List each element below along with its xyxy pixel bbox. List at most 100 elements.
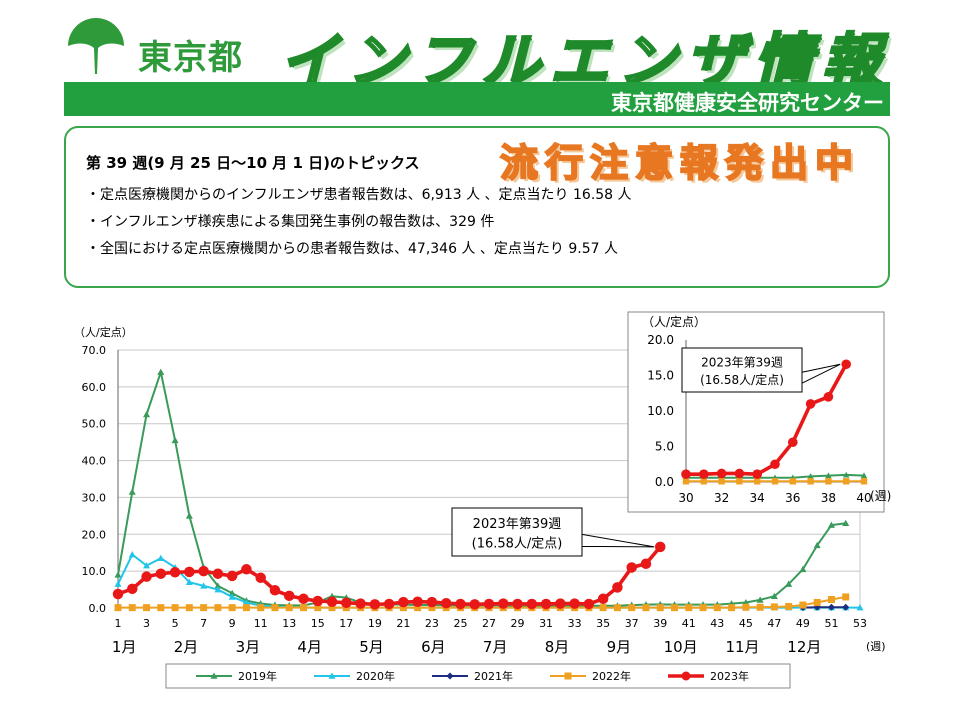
data-point-y2022: [843, 478, 850, 485]
data-point-y2022: [785, 603, 793, 611]
data-point-y2022: [271, 604, 279, 612]
data-point-y2023: [326, 596, 338, 607]
data-point-y2023: [184, 566, 195, 578]
data-point-y2022: [143, 604, 151, 612]
data-point-y2022: [770, 603, 778, 611]
data-point-y2023: [597, 593, 609, 605]
x-tick-label: 23: [425, 617, 439, 630]
data-point-y2023: [198, 565, 209, 577]
x-tick-label: 36: [785, 491, 800, 505]
data-point-y2023: [823, 392, 834, 402]
month-label: 4月: [297, 638, 322, 656]
month-label: 10月: [664, 638, 698, 656]
data-point-y2023: [841, 359, 851, 370]
data-point-y2020: [114, 580, 122, 587]
data-point-y2019: [843, 471, 850, 478]
y-tick-label: 40.0: [82, 455, 107, 468]
data-point-y2023: [540, 598, 552, 610]
data-point-y2019: [807, 473, 814, 479]
x-tick-label: 3: [143, 617, 150, 630]
data-point-y2022: [799, 601, 807, 609]
y-tick-label: 15.0: [647, 369, 674, 383]
data-point-y2022: [685, 604, 693, 612]
x-tick-label: 21: [396, 617, 410, 630]
data-point-y2022: [807, 478, 814, 485]
data-point-y2022: [428, 604, 436, 612]
month-label: 6月: [421, 638, 446, 656]
data-point-y2023: [734, 468, 745, 479]
week-title: 第 39 週(9 月 25 日～10 月 1 日)のトピックス: [86, 154, 420, 172]
data-point-y2023: [626, 562, 637, 573]
data-point-y2022: [736, 478, 743, 485]
data-point-y2022: [414, 604, 422, 612]
month-label: 11月: [725, 638, 759, 656]
data-point-y2022: [825, 478, 832, 485]
data-point-y2019: [827, 521, 835, 528]
x-tick-label: 37: [625, 617, 639, 630]
x-tick-label: 15: [311, 617, 325, 630]
month-label: 7月: [483, 638, 508, 656]
data-point-y2023: [681, 469, 691, 479]
legend-marker: [446, 672, 454, 680]
x-tick-label: 47: [767, 617, 781, 630]
topic-item: ・定点医療機関からのインフルエンザ患者報告数は、6,913 人 、定点当たり 1…: [86, 187, 632, 203]
data-point-y2022: [613, 604, 621, 612]
data-point-y2019: [114, 571, 122, 578]
data-point-y2022: [128, 604, 136, 612]
data-point-y2020: [128, 551, 136, 558]
data-point-y2023: [583, 598, 595, 610]
callout-box: [681, 347, 841, 393]
data-point-y2023: [654, 541, 666, 553]
month-label: 2月: [174, 638, 199, 656]
data-point-y2022: [827, 596, 835, 604]
data-point-y2019: [128, 488, 136, 495]
series-line-y2023: [686, 363, 848, 476]
data-point-y2019: [813, 541, 821, 549]
y-axis-label: （人/定点）: [642, 314, 706, 329]
legend-marker: [564, 672, 572, 680]
callout-box: [451, 507, 655, 557]
data-point-y2023: [426, 596, 438, 608]
data-point-y2023: [127, 583, 138, 595]
x-tick-label: 29: [511, 617, 525, 630]
data-point-y2020: [200, 582, 208, 589]
topics-box: [64, 126, 890, 288]
x-tick-label: 5: [172, 617, 179, 630]
data-point-y2022: [813, 598, 821, 606]
center-name: 東京都健康安全研究センター: [611, 91, 884, 115]
x-tick-label: 13: [282, 617, 296, 630]
data-point-y2023: [226, 570, 238, 582]
data-point-y2022: [328, 604, 336, 612]
data-point-y2022: [682, 478, 690, 485]
data-point-y2022: [599, 604, 607, 612]
y-axis-label: （人/定点）: [74, 325, 133, 339]
data-point-y2023: [526, 598, 538, 610]
x-tick-label: 7: [200, 617, 207, 630]
data-point-y2023: [355, 598, 366, 609]
data-point-y2019: [157, 368, 165, 375]
data-point-y2019: [785, 580, 793, 587]
data-point-y2023: [412, 596, 423, 607]
data-point-y2019: [770, 592, 778, 600]
legend-label: 2019年: [238, 669, 277, 683]
data-point-y2023: [298, 593, 309, 605]
data-point-y2019: [825, 472, 832, 479]
data-point-y2022: [257, 604, 265, 612]
data-point-y2022: [656, 604, 664, 612]
x-tick-label: 51: [824, 617, 838, 630]
month-label: 3月: [236, 638, 261, 656]
data-point-y2022: [642, 604, 650, 612]
data-point-y2022: [728, 604, 736, 612]
y-tick-label: 20.0: [82, 528, 107, 541]
x-tick-label: 32: [714, 491, 729, 505]
data-point-y2020: [214, 586, 222, 593]
x-tick-label: 11: [254, 617, 268, 630]
data-point-y2019: [228, 589, 236, 597]
inset-chart: 0.0 5.0 10.0 15.0 20.0 30 32 34 36 38 40 （人/定点） (週) 2…: [627, 311, 891, 513]
x-tick-label: 35: [596, 617, 610, 630]
y-tick-label: 60.0: [82, 381, 107, 394]
data-point-y2022: [699, 604, 707, 612]
data-point-y2022: [157, 604, 165, 612]
month-label: 8月: [545, 638, 570, 656]
x-tick-label: 31: [539, 617, 553, 630]
